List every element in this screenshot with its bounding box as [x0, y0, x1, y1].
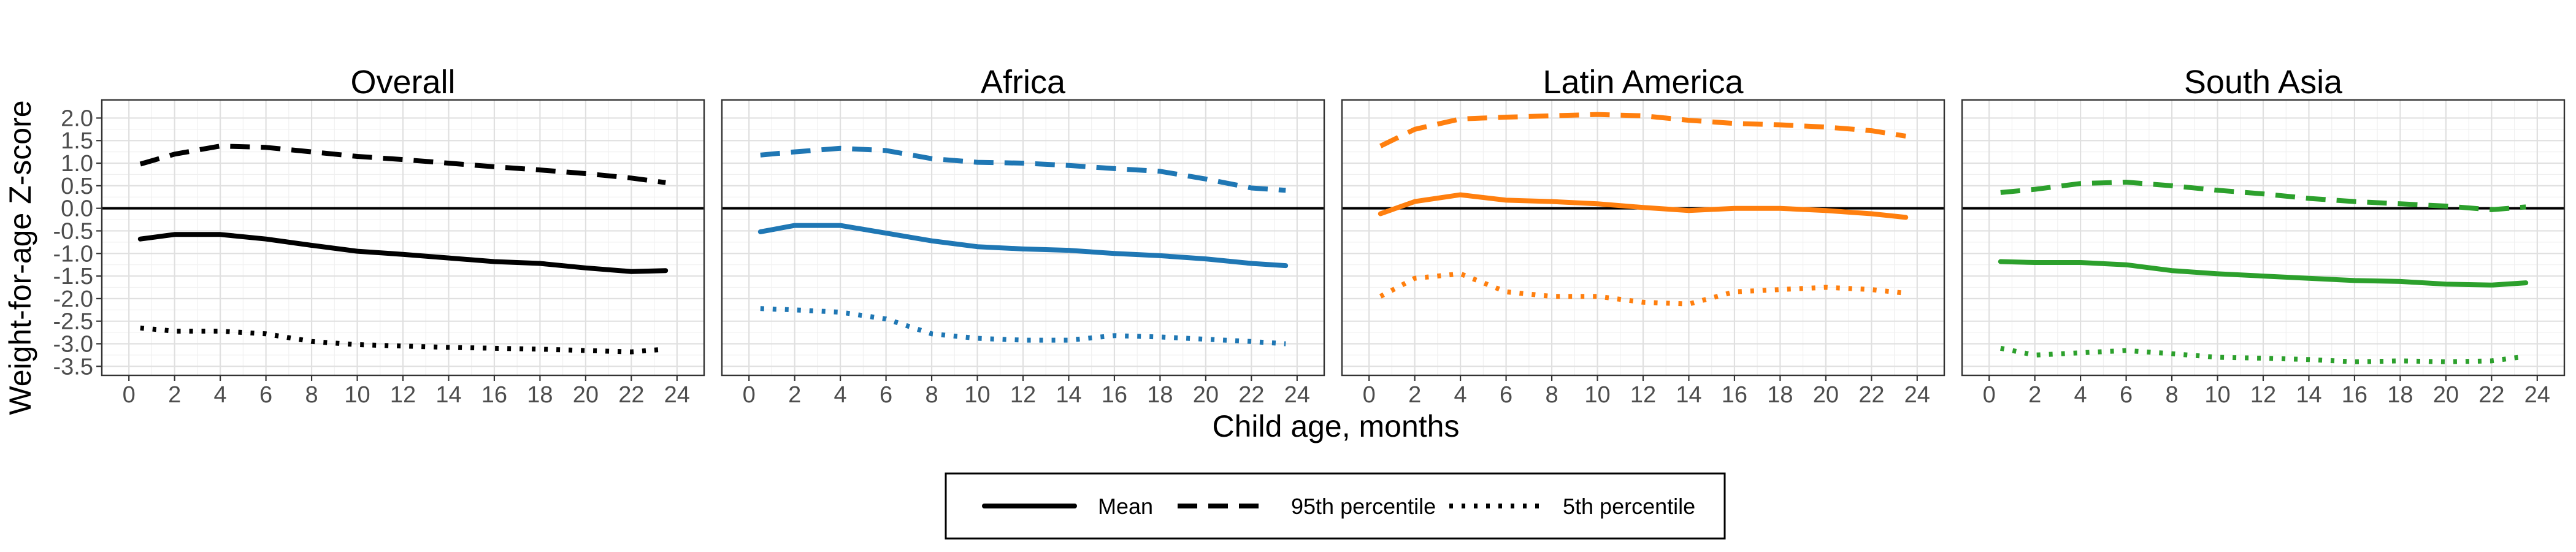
x-tick-label: 4	[2074, 382, 2087, 408]
x-tick-label: 4	[834, 382, 847, 408]
series-line-95th-percentile	[2000, 180, 2526, 212]
x-tick-label: 14	[1056, 382, 1081, 408]
x-tick-label: 2	[2028, 382, 2041, 408]
panel-title: Latin America	[1543, 64, 1744, 101]
x-tick-label: 16	[1722, 382, 1747, 408]
y-tick-label: -1.5	[53, 264, 93, 289]
x-tick-label: 0	[1983, 382, 1996, 408]
panel-title: Africa	[981, 64, 1066, 101]
x-tick-label: 16	[1102, 382, 1127, 408]
x-tick-label: 18	[2387, 382, 2413, 408]
panel-title: South Asia	[2184, 64, 2343, 101]
y-tick-label: -2.0	[53, 286, 93, 312]
x-tick-label: 12	[2250, 382, 2276, 408]
x-tick-label: 24	[664, 382, 690, 408]
x-tick-label: 20	[2433, 382, 2459, 408]
x-tick-label: 14	[435, 382, 461, 408]
x-tick-label: 22	[1858, 382, 1884, 408]
x-tick-label: 0	[1363, 382, 1376, 408]
y-tick-label: -3.5	[53, 354, 93, 380]
series-line-95th-percentile	[760, 145, 1286, 193]
y-tick-label: 0.5	[61, 174, 93, 199]
y-tick-label: 2.0	[61, 105, 93, 131]
x-tick-label: 8	[305, 382, 318, 408]
x-tick-label: 10	[344, 382, 370, 408]
x-tick-label: 10	[964, 382, 990, 408]
x-tick-label: 10	[2204, 382, 2230, 408]
series-line-95th-percentile	[139, 144, 666, 185]
x-tick-label: 24	[1904, 382, 1930, 408]
x-tick-label: 10	[1584, 382, 1610, 408]
legend-label: 95th percentile	[1291, 494, 1436, 519]
x-tick-label: 12	[1630, 382, 1656, 408]
y-tick-label: 1.5	[61, 128, 93, 154]
x-tick-label: 4	[1454, 382, 1467, 408]
x-tick-label: 8	[1545, 382, 1558, 408]
x-tick-label: 22	[1238, 382, 1264, 408]
x-tick-label: 16	[481, 382, 507, 408]
x-tick-label: 2	[1408, 382, 1421, 408]
series-line-5th-percentile	[1379, 271, 1906, 307]
x-tick-label: 2	[168, 382, 181, 408]
x-tick-label: 24	[2524, 382, 2550, 408]
x-tick-label: 22	[2478, 382, 2504, 408]
x-tick-label: 12	[1010, 382, 1036, 408]
x-tick-label: 6	[880, 382, 892, 408]
x-tick-label: 0	[123, 382, 136, 408]
x-tick-label: 20	[1813, 382, 1839, 408]
x-tick-label: 14	[1676, 382, 1701, 408]
legend-label: Mean	[1098, 494, 1153, 519]
series-line-mean	[137, 232, 669, 274]
x-tick-label: 12	[390, 382, 416, 408]
y-tick-label: -2.5	[53, 309, 93, 335]
x-tick-label: 16	[2342, 382, 2367, 408]
x-tick-label: 8	[925, 382, 938, 408]
x-tick-label: 8	[2165, 382, 2178, 408]
x-tick-label: 6	[1500, 382, 1512, 408]
legend: Mean 95th percentile 5th percentile	[945, 472, 1726, 540]
x-tick-label: 4	[214, 382, 227, 408]
x-tick-label: 18	[527, 382, 553, 408]
series-line-mean	[1998, 259, 2529, 288]
y-tick-label: 1.0	[61, 151, 93, 177]
x-tick-label: 6	[2120, 382, 2133, 408]
x-tick-label: 24	[1284, 382, 1310, 408]
panel-title: Overall	[350, 64, 455, 101]
x-tick-label: 20	[573, 382, 599, 408]
series-line-mean	[757, 223, 1289, 269]
x-tick-label: 20	[1193, 382, 1219, 408]
x-tick-label: 18	[1147, 382, 1173, 408]
x-tick-label: 18	[1767, 382, 1793, 408]
y-tick-label: -3.0	[53, 331, 93, 357]
y-tick-label: -0.5	[53, 218, 93, 244]
x-tick-label: 2	[788, 382, 801, 408]
y-axis-title: Weight-for-age Z-score	[3, 100, 37, 415]
x-tick-label: 14	[2296, 382, 2321, 408]
x-tick-label: 22	[618, 382, 644, 408]
y-tick-label: -1.0	[53, 241, 93, 267]
y-tick-label: 0.0	[61, 196, 93, 222]
x-axis-title: Child age, months	[1212, 409, 1459, 443]
x-tick-label: 0	[743, 382, 756, 408]
x-tick-label: 6	[259, 382, 272, 408]
legend-label: 5th percentile	[1563, 494, 1695, 519]
series-line-mean	[1378, 192, 1909, 220]
